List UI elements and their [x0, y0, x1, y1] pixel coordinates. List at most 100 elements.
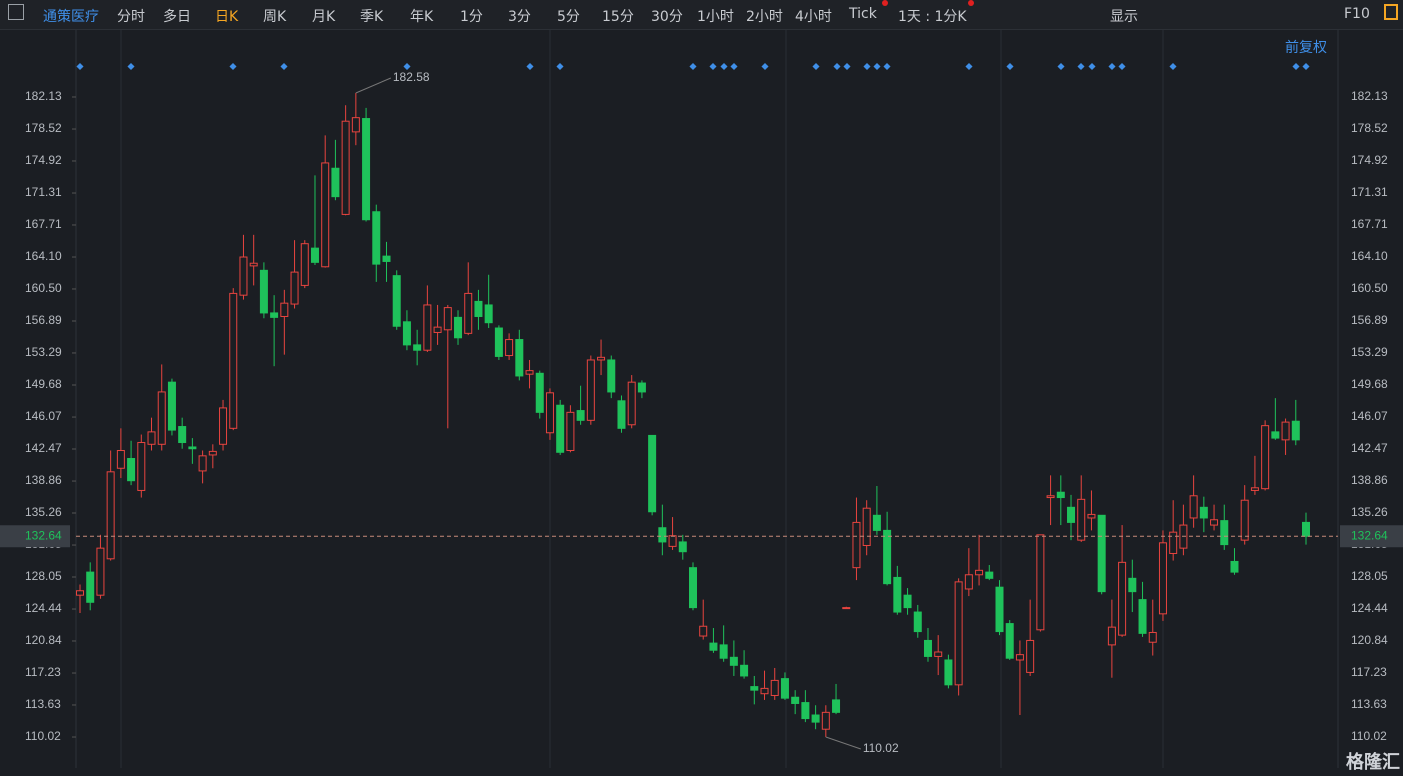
period-tab[interactable]: 15分: [602, 9, 634, 25]
period-tab[interactable]: 周K: [263, 9, 287, 25]
period-tab[interactable]: 季K: [360, 9, 384, 25]
candle-body: [116, 450, 125, 469]
candle-body: [627, 381, 636, 426]
candle-body: [842, 607, 851, 610]
candle-body: [402, 321, 411, 346]
display-menu[interactable]: 显示: [1110, 9, 1138, 25]
event-marker: [863, 62, 871, 71]
period-tab[interactable]: 2小时: [746, 9, 783, 25]
sidebar-toggle[interactable]: [8, 4, 24, 20]
period-tab[interactable]: 5分: [557, 9, 580, 25]
y-tick-label: 174.92: [25, 153, 62, 167]
toolbar: 通策医疗 1天 : 1分K 显示 F10 分时 多日 日K 周K 月K 季K 年K 1分 3分 5…: [0, 0, 1403, 30]
candle-body: [423, 304, 432, 351]
period-tab[interactable]: 日K: [215, 9, 239, 25]
candle-body: [1199, 506, 1208, 519]
y-tick-label: 149.68: [1351, 377, 1388, 391]
candle-body: [484, 304, 493, 324]
candle-body: [382, 255, 391, 262]
y-tick-label: 164.10: [1351, 249, 1388, 263]
y-tick-label: 182.13: [25, 89, 62, 103]
period-tab[interactable]: Tick: [849, 6, 877, 22]
candle-body: [617, 400, 626, 429]
price-tag: [1340, 525, 1403, 548]
period-tab[interactable]: 月K: [312, 9, 336, 25]
event-marker: [730, 62, 738, 71]
candle-body: [198, 455, 207, 472]
period-tab[interactable]: 4小时: [795, 9, 832, 25]
candle-body: [985, 571, 994, 579]
candle-body: [474, 300, 483, 317]
event-marker: [812, 62, 820, 71]
event-marker: [1169, 62, 1177, 71]
candle-body: [341, 120, 350, 215]
candle-body: [515, 339, 524, 377]
y-tick-label: 117.23: [1351, 665, 1387, 679]
event-marker: [556, 62, 564, 71]
candle-body: [188, 446, 197, 450]
y-tick-label: 128.05: [1351, 569, 1388, 583]
period-tab[interactable]: 1小时: [697, 9, 734, 25]
event-marker: [526, 62, 534, 71]
candle-body: [239, 256, 248, 296]
event-marker: [720, 62, 728, 71]
dot: [882, 0, 888, 6]
event-marker: [1108, 62, 1116, 71]
panel-toggle[interactable]: [1384, 4, 1398, 20]
event-marker: [1088, 62, 1096, 71]
period-tab[interactable]: 30分: [651, 9, 683, 25]
y-tick-label: 135.26: [25, 505, 62, 519]
candle-body: [310, 247, 319, 263]
candle-body: [464, 292, 473, 334]
y-tick-label: 174.92: [1351, 153, 1388, 167]
event-marker: [403, 62, 411, 71]
candle-body: [1281, 421, 1290, 441]
period-select[interactable]: 1天 : 1分K: [898, 9, 967, 25]
period-tab[interactable]: 多日: [163, 9, 191, 25]
stock-name[interactable]: 通策医疗: [43, 9, 99, 25]
candle-body: [791, 696, 800, 704]
f10-button[interactable]: F10: [1344, 6, 1370, 22]
candle-body: [658, 527, 667, 543]
candle-body: [689, 567, 697, 609]
event-marker: [843, 62, 851, 71]
y-tick-label: 164.10: [25, 249, 62, 263]
y-tick-label: 113.63: [25, 697, 61, 711]
candle-body: [893, 576, 902, 613]
candle-body: [178, 426, 187, 444]
candle-body: [259, 269, 268, 314]
y-tick-label: 153.29: [1351, 345, 1388, 359]
candle-body: [280, 302, 289, 317]
candle-body: [1046, 495, 1055, 499]
event-marker: [709, 62, 717, 71]
period-tab[interactable]: 3分: [508, 9, 531, 25]
y-tick-label: 138.86: [25, 473, 62, 487]
candle-body: [1261, 425, 1270, 490]
candle-body: [1015, 654, 1024, 661]
candle-body: [1077, 498, 1086, 541]
candle-body: [362, 118, 371, 221]
period-tab[interactable]: 1分: [460, 9, 483, 25]
candle-body: [995, 586, 1004, 633]
candle-body: [1005, 623, 1014, 659]
candle-body: [454, 316, 463, 339]
candle-body: [1097, 514, 1106, 593]
candle-body: [443, 307, 452, 331]
adjust-toggle[interactable]: 前复权: [1285, 40, 1327, 56]
candle-body: [1169, 531, 1178, 554]
period-tab[interactable]: 分时: [117, 9, 145, 25]
candle-body: [433, 326, 442, 333]
candle-body: [1118, 561, 1127, 636]
y-tick-label: 160.50: [25, 281, 62, 295]
period-tab[interactable]: 年K: [410, 9, 434, 25]
candle-body: [300, 243, 309, 286]
candle-body: [872, 514, 881, 531]
event-marker: [965, 62, 973, 71]
event-marker: [1118, 62, 1126, 71]
candle-body: [709, 642, 718, 651]
candle-body: [1148, 631, 1157, 643]
event-marker: [1006, 62, 1014, 71]
candle-body: [811, 714, 820, 723]
candle-body: [96, 547, 105, 596]
